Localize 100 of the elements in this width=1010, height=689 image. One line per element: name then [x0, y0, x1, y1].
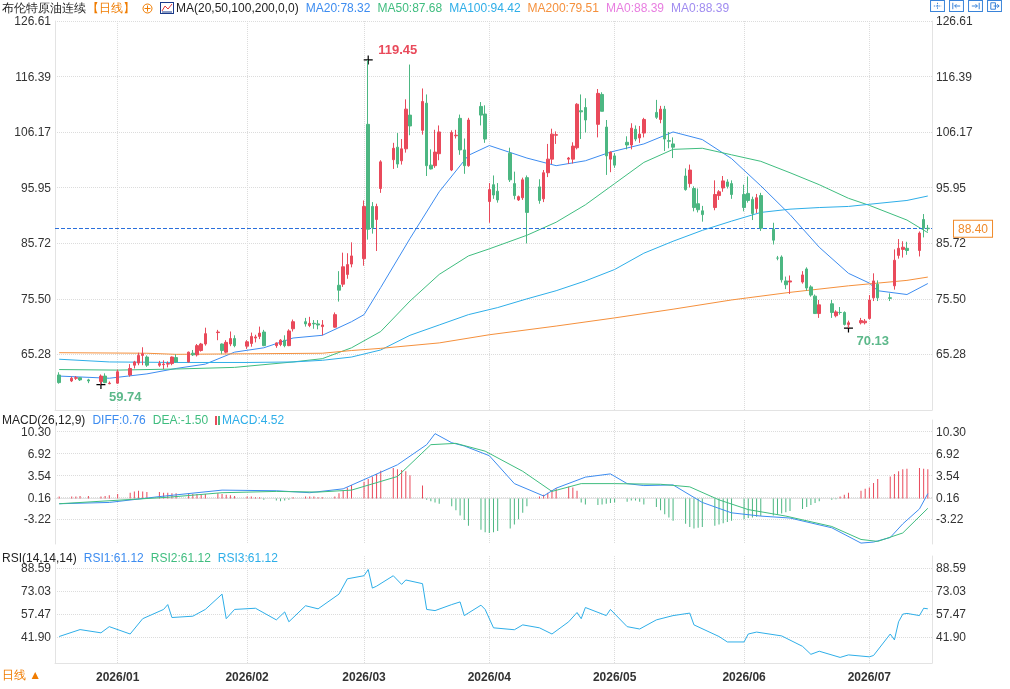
candlestick — [780, 254, 783, 284]
candlestick — [847, 320, 850, 329]
line-series — [58, 195, 929, 363]
x-tick-label: 2026/07 — [847, 670, 892, 684]
candlestick — [321, 319, 324, 336]
x-tick-label: 2026/01 — [95, 670, 140, 684]
y2-tick-label: 57.47 — [936, 607, 967, 622]
candlestick — [103, 372, 107, 384]
legend-title: MA(20,50,100,200,0,0) — [176, 1, 299, 15]
legend-label: MACD:4.52 — [221, 413, 285, 427]
candlestick — [671, 136, 675, 159]
x-tick-label: 2026/03 — [342, 670, 387, 684]
candlestick — [258, 326, 261, 340]
ref-line-label: 88.40 — [958, 221, 989, 236]
candlestick — [279, 338, 282, 347]
candlestick — [396, 132, 399, 169]
annotation: 119.45 — [378, 42, 418, 58]
chart-subtitle: 【日线】 — [87, 1, 135, 15]
candlestick — [174, 353, 178, 363]
text: MA0:88.39 — [671, 1, 730, 15]
y-tick-label: -3.22 — [23, 512, 52, 527]
candlestick — [876, 279, 879, 302]
y-tick-label: 6.92 — [27, 446, 52, 461]
candlestick — [262, 329, 266, 347]
y-tick-label: 95.95 — [20, 180, 52, 195]
candlestick — [538, 178, 541, 205]
candlestick — [483, 104, 487, 144]
candlestick — [859, 317, 863, 325]
candlestick — [145, 354, 149, 368]
candlestick — [905, 241, 909, 256]
candlestick — [600, 91, 604, 112]
legend-label: RSI2:61.12 — [150, 551, 211, 565]
candlestick — [630, 122, 633, 150]
candlestick — [701, 205, 704, 223]
line-series — [58, 569, 929, 658]
candlestick — [191, 349, 195, 357]
x-axis-title: 日线 ▲ — [2, 667, 42, 684]
candlestick — [78, 376, 82, 382]
y2-tick-label: 0.16 — [936, 490, 960, 505]
candlestick — [659, 105, 662, 124]
candlestick — [625, 135, 629, 150]
candlestick — [888, 292, 892, 302]
candlestick — [609, 151, 612, 173]
candlestick — [863, 318, 867, 325]
candlestick — [233, 334, 236, 348]
y-tick-label: 65.28 — [20, 347, 52, 362]
candlestick — [316, 319, 320, 330]
candlestick — [158, 360, 161, 368]
candlestick — [893, 248, 896, 291]
y2-tick-label: 3.54 — [936, 468, 960, 483]
candlestick — [433, 129, 437, 169]
candlestick — [655, 99, 658, 120]
candlestick — [730, 179, 733, 200]
candlestick — [492, 174, 495, 200]
y2-tick-label: 6.92 — [936, 446, 960, 461]
candlestick — [275, 341, 278, 349]
y2-tick-label: 88.59 — [936, 561, 967, 576]
chart-title: 布伦特原油连续 — [2, 1, 86, 15]
candlestick — [87, 378, 90, 384]
candlestick — [688, 164, 692, 188]
candlestick — [488, 182, 491, 224]
candlestick — [684, 167, 687, 192]
y2-tick-label: 126.61 — [936, 14, 974, 28]
candlestick — [521, 177, 524, 201]
y-tick-label: 116.39 — [15, 69, 52, 84]
x-tick-label: 2026/04 — [467, 670, 512, 684]
y2-tick-label: 10.30 — [936, 424, 967, 439]
candlestick — [57, 371, 61, 385]
candlestick — [337, 270, 341, 303]
candlestick — [408, 64, 412, 136]
chart-title: RSI(14,14,14) — [2, 551, 77, 565]
y-tick-label: 0.16 — [27, 490, 52, 505]
candlestick — [843, 310, 846, 327]
text: DIFF:0.76 — [92, 413, 146, 427]
candlestick — [830, 299, 834, 319]
candlestick — [308, 316, 311, 328]
y2-tick-label: 106.17 — [936, 125, 974, 140]
candlestick — [312, 319, 316, 330]
text: MA100:94.42 — [449, 1, 521, 15]
candlestick — [817, 299, 821, 319]
candlestick — [634, 124, 637, 142]
candlestick — [663, 105, 666, 152]
legend-label: RSI1:61.12 — [83, 551, 144, 565]
candlestick — [362, 199, 366, 267]
candlestick — [375, 203, 378, 252]
x-tick-label: 2026/02 — [225, 670, 270, 684]
candlestick — [366, 59, 370, 241]
candlestick — [692, 185, 696, 212]
candlestick — [141, 346, 144, 366]
candlestick — [333, 311, 337, 329]
candlestick — [108, 381, 111, 385]
text: DEA:-1.50 — [152, 413, 209, 427]
annotation: 70.13 — [856, 332, 890, 348]
candlestick — [834, 309, 838, 318]
candlestick — [392, 142, 395, 170]
candlestick — [788, 274, 792, 295]
candlestick — [613, 152, 616, 169]
candlestick — [74, 375, 78, 381]
y-tick-label: 126.61 — [14, 14, 52, 28]
y2-tick-label: 41.90 — [936, 630, 967, 645]
